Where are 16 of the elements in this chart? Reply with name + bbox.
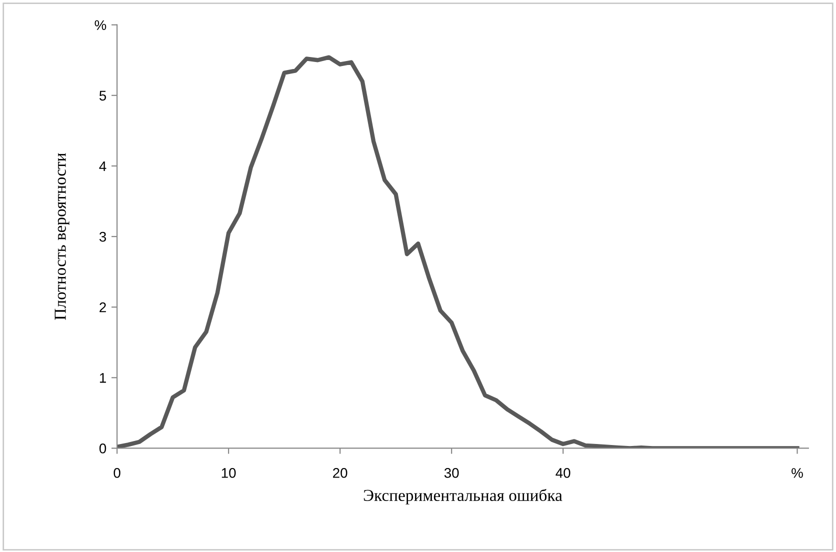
y-tick-label: 3	[99, 232, 106, 242]
y-axis-title: Плотность вероятности	[54, 153, 70, 320]
x-tick-label: %	[792, 468, 803, 478]
x-tick-label: 0	[114, 468, 120, 478]
x-tick-label: 40	[556, 468, 570, 478]
x-tick-label: 10	[222, 468, 236, 478]
y-tick-label: 4	[99, 161, 106, 171]
x-tick-label: 30	[444, 468, 459, 478]
y-tick-label: 1	[100, 373, 106, 383]
x-tick-label: 20	[333, 468, 348, 478]
line-series	[117, 55, 800, 448]
y-tick-label: %	[94, 20, 106, 30]
x-axis-title: Экспериментальная ошибка	[364, 488, 562, 504]
y-tick-label: 2	[100, 302, 106, 312]
y-tick-label: 0	[99, 444, 106, 454]
y-tick-label: 5	[99, 90, 106, 101]
